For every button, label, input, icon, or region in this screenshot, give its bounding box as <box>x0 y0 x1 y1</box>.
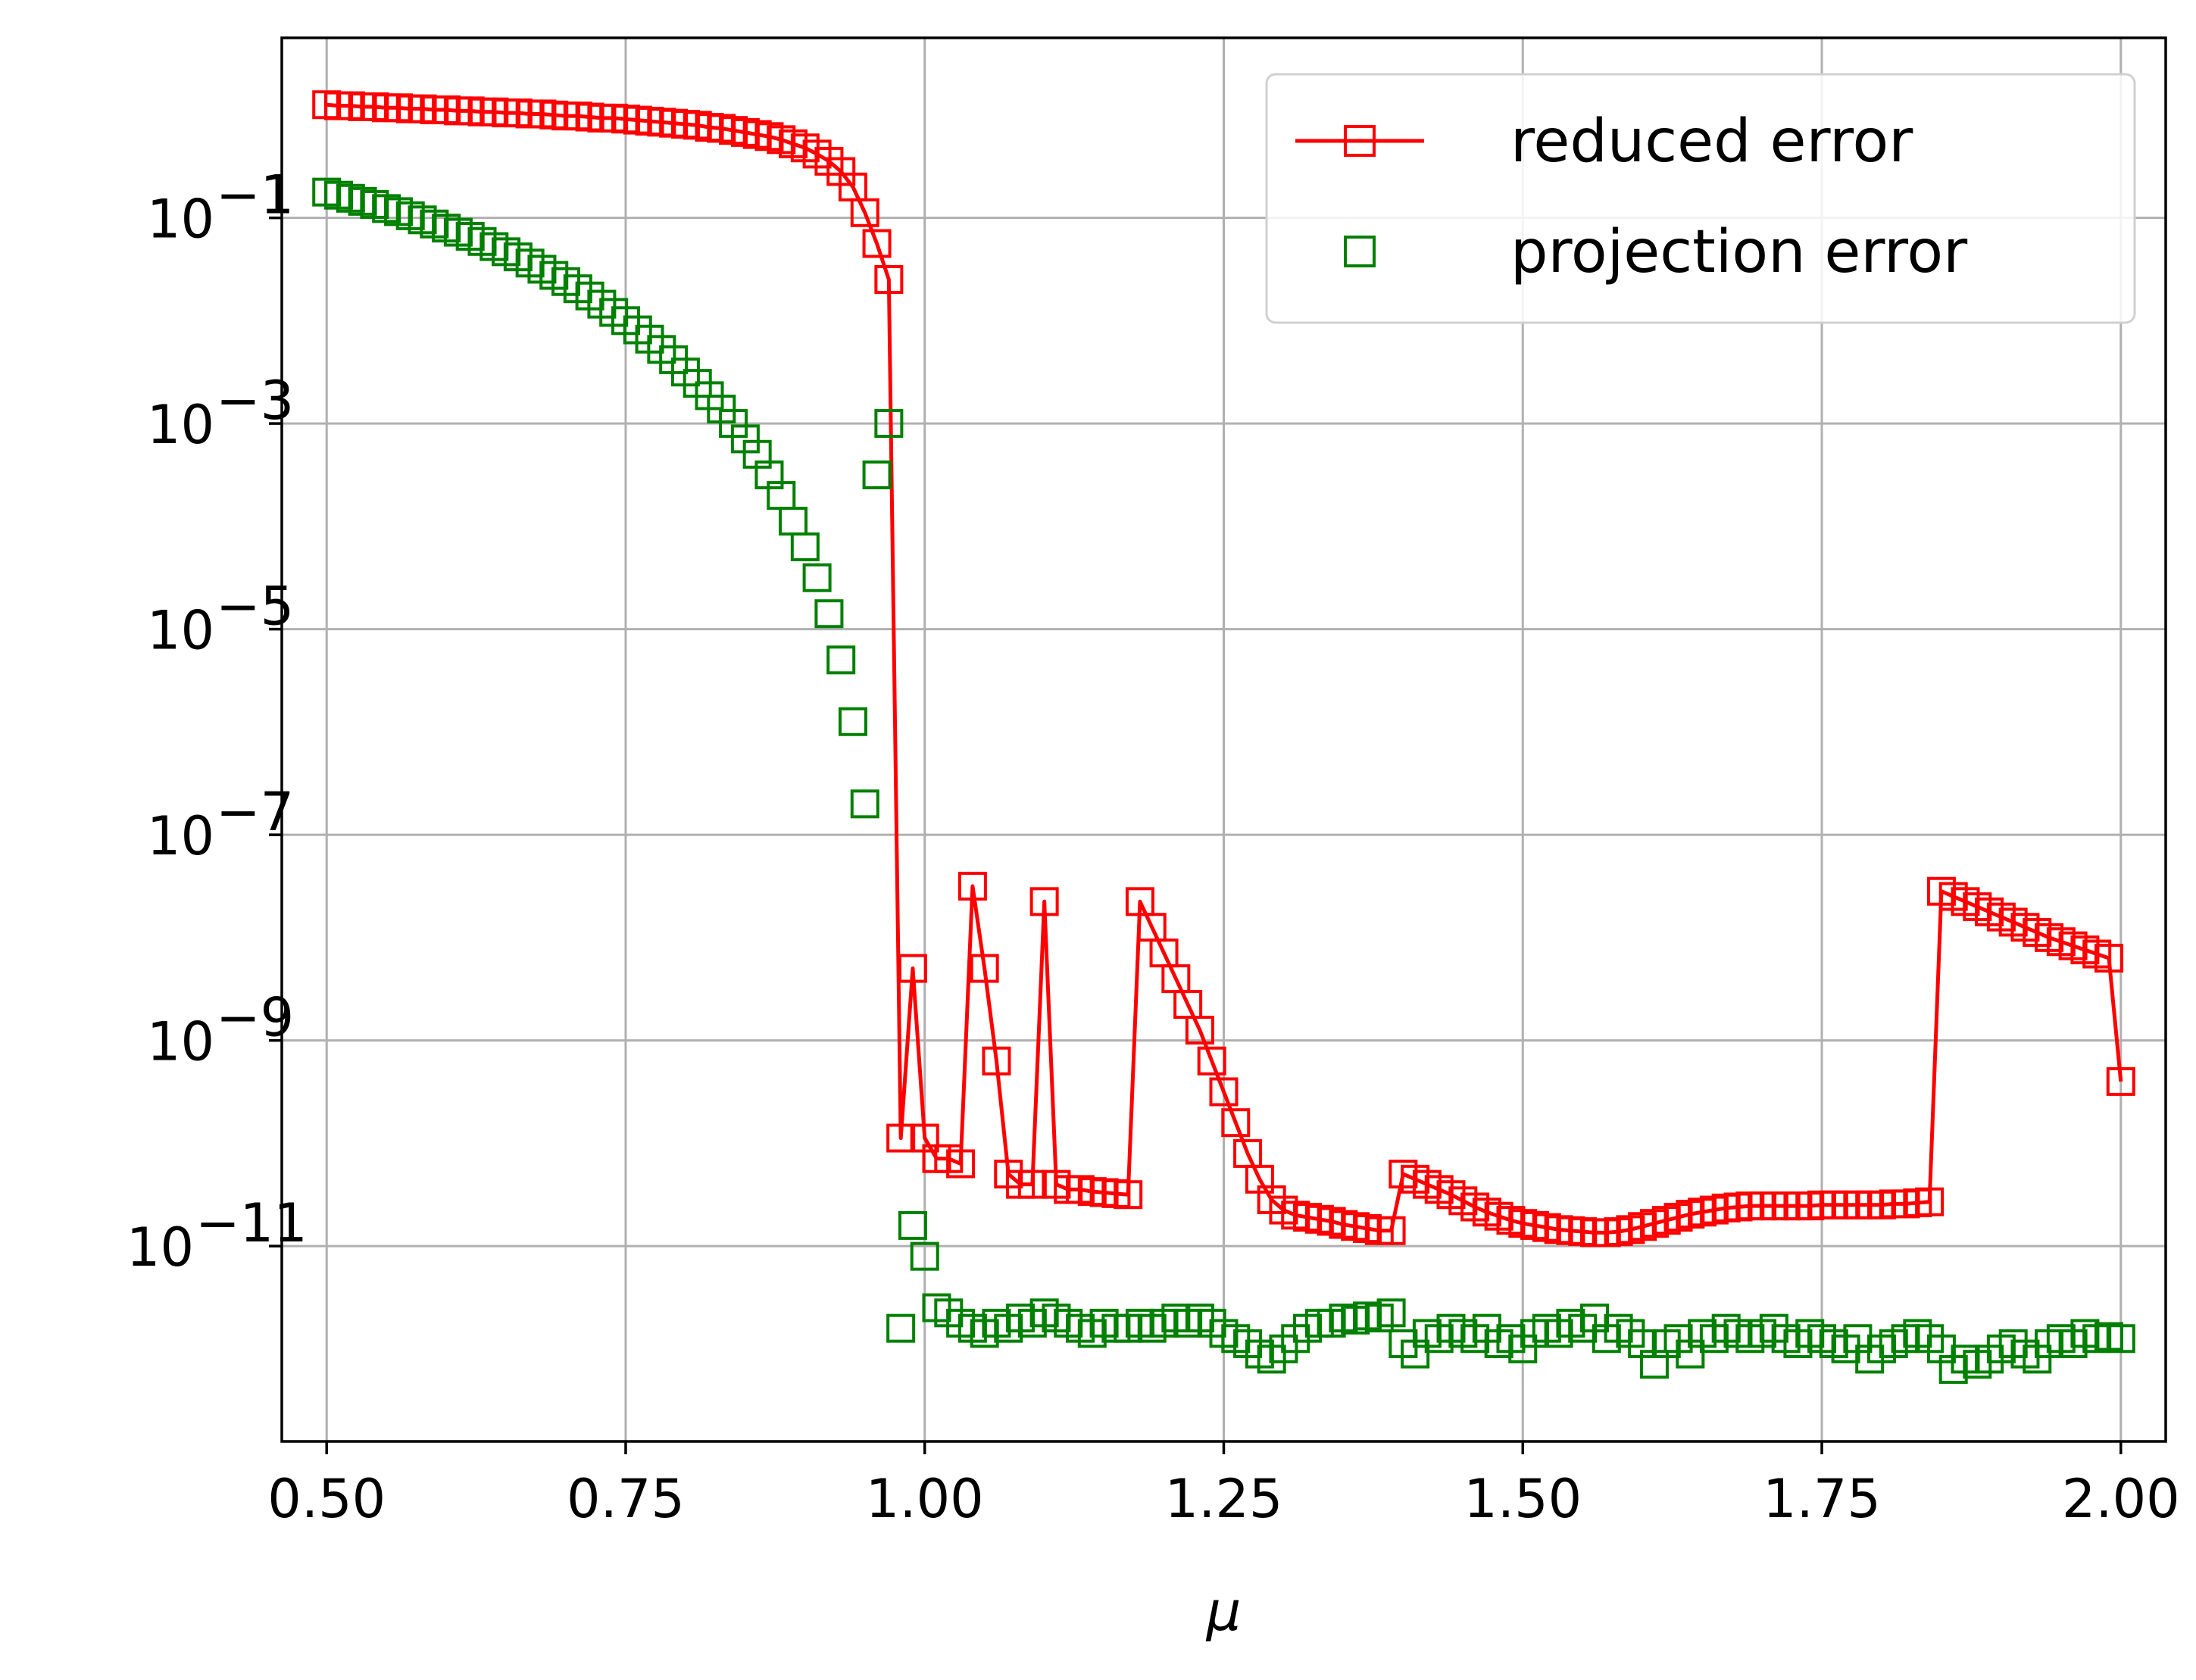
data-point <box>874 265 904 295</box>
data-point <box>1185 1015 1214 1045</box>
x-tick-label: 1.50 <box>1463 1468 1582 1530</box>
y-tick-label: 10 <box>147 600 214 662</box>
series-projection-error <box>312 177 2135 1384</box>
data-point <box>910 1241 939 1271</box>
data-point <box>850 789 879 819</box>
data-point <box>2106 1324 2135 1354</box>
y-tick-exponent: −5 <box>216 576 294 638</box>
data-point <box>2106 1066 2135 1096</box>
data-point <box>1376 1216 1406 1245</box>
data-point <box>970 954 999 983</box>
legend: reduced error projection error <box>1265 73 2136 324</box>
x-tick-label: 1.75 <box>1763 1468 1881 1530</box>
y-tick-label: 10 <box>147 189 214 251</box>
data-point <box>1376 1298 1406 1328</box>
x-tick-label: 1.25 <box>1165 1468 1283 1530</box>
x-tick-label: 1.00 <box>866 1468 984 1530</box>
data-point <box>862 460 892 489</box>
data-point <box>874 409 904 439</box>
axis-ticks: 0.50 0.75 1.00 1.25 1.50 1.75 2.0010−110−310−5… <box>127 164 2180 1530</box>
data-point <box>1029 887 1059 917</box>
data-point <box>886 1123 916 1153</box>
data-point <box>1114 1180 1143 1210</box>
x-tick-label: 2.00 <box>2062 1468 2180 1530</box>
legend-entry: projection error <box>1344 218 1968 286</box>
data-series <box>312 90 2135 1384</box>
y-tick-label: 10 <box>127 1216 194 1279</box>
data-point <box>946 1149 976 1179</box>
data-point <box>982 1046 1011 1076</box>
data-point <box>814 599 844 629</box>
x-tick-label: 0.75 <box>567 1468 685 1530</box>
y-tick-exponent: −1 <box>216 164 294 226</box>
x-axis-label: μ <box>1206 1579 1242 1643</box>
legend-label: projection error <box>1510 218 1968 286</box>
data-point <box>898 954 927 983</box>
y-tick-exponent: −7 <box>216 781 294 843</box>
grid-lines <box>282 38 2166 1441</box>
legend-label: reduced error <box>1510 108 1913 176</box>
y-tick-label: 10 <box>147 394 214 456</box>
x-tick-label: 0.50 <box>267 1468 386 1530</box>
data-point <box>1915 1187 1945 1216</box>
data-point <box>802 563 832 592</box>
legend-marker-swatch <box>1344 236 1376 267</box>
data-point <box>886 1313 916 1343</box>
y-tick-exponent: −9 <box>216 987 294 1049</box>
legend-marker-swatch <box>1344 125 1376 157</box>
data-point <box>1017 1169 1047 1199</box>
data-point <box>898 1210 927 1240</box>
series-reduced-error <box>312 90 2135 1248</box>
y-tick-exponent: −3 <box>216 370 294 432</box>
data-point <box>850 198 879 227</box>
data-point <box>862 229 892 258</box>
y-tick-label: 10 <box>147 1011 214 1073</box>
y-tick-exponent: −11 <box>195 1192 308 1254</box>
legend-entry: reduced error <box>1295 108 1913 176</box>
data-point <box>2094 943 2123 973</box>
data-point <box>838 707 867 736</box>
legend-box <box>1265 73 2136 324</box>
data-point <box>957 871 987 901</box>
data-point <box>1197 1046 1226 1076</box>
data-point <box>1209 1077 1239 1107</box>
data-point <box>1221 1108 1251 1138</box>
data-point <box>790 532 820 561</box>
data-point <box>826 645 856 675</box>
y-tick-label: 10 <box>147 805 214 867</box>
